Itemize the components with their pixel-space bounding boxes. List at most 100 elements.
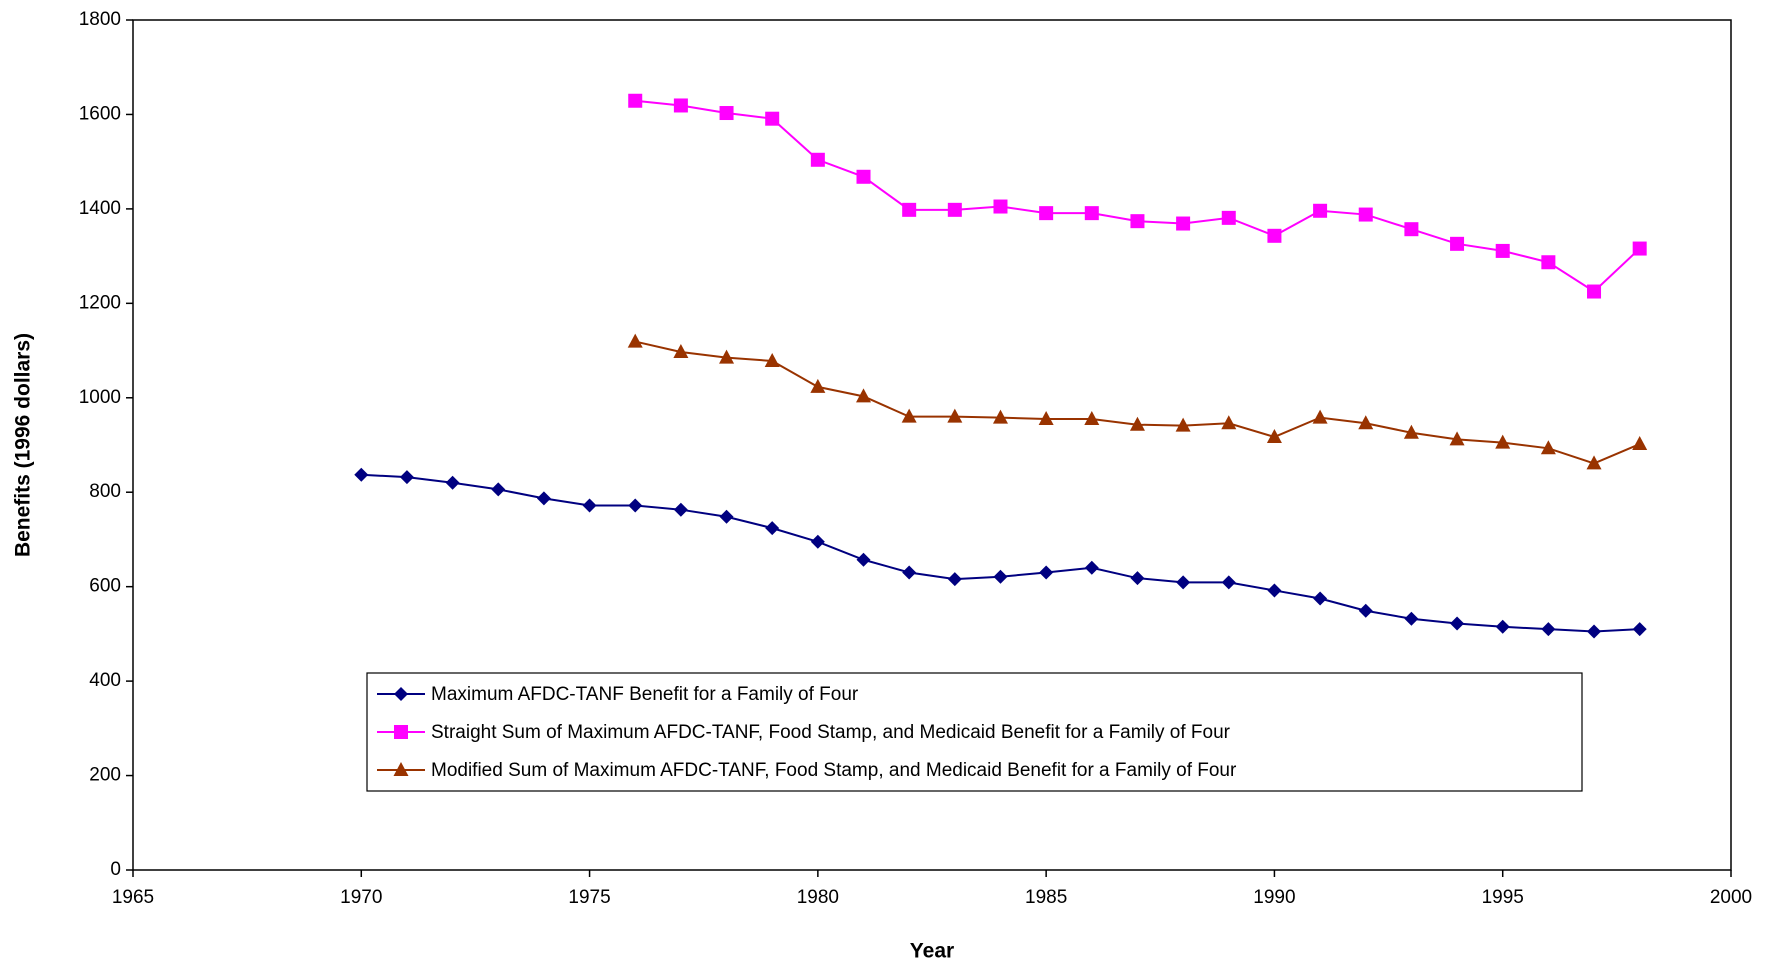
marker (764, 352, 780, 367)
marker (947, 572, 962, 587)
x-tick-label: 1975 (568, 887, 610, 908)
x-tick-label: 1985 (1025, 887, 1067, 908)
x-tick-label: 2000 (1710, 887, 1752, 908)
marker (1221, 575, 1236, 590)
marker (1632, 241, 1647, 256)
marker (1587, 284, 1602, 299)
marker (1495, 434, 1511, 449)
marker (1495, 243, 1510, 258)
marker (1039, 565, 1054, 580)
marker (393, 762, 409, 776)
series-line (635, 340, 1641, 465)
marker (993, 199, 1008, 214)
marker (354, 467, 369, 482)
marker (1267, 583, 1282, 598)
marker (902, 202, 917, 217)
series-line (635, 99, 1641, 293)
x-tick-label: 1995 (1482, 887, 1524, 908)
marker (1266, 428, 1282, 443)
marker (1176, 575, 1191, 590)
marker (1403, 424, 1419, 439)
marker (719, 349, 735, 364)
marker (1450, 616, 1465, 631)
marker (902, 565, 917, 580)
marker (673, 98, 688, 113)
y-tick-label: 1200 (79, 292, 121, 313)
marker (810, 534, 825, 549)
marker (1084, 206, 1099, 221)
marker (1221, 210, 1236, 225)
marker (1038, 411, 1054, 426)
marker (901, 408, 917, 423)
legend-label: Straight Sum of Maximum AFDC-TANF, Food … (431, 722, 1231, 743)
marker (719, 106, 734, 121)
y-tick-label: 1400 (79, 198, 121, 219)
marker (1358, 415, 1374, 430)
marker (1449, 431, 1465, 446)
marker (1267, 228, 1282, 243)
marker (1541, 255, 1556, 270)
marker (1039, 206, 1054, 221)
marker (628, 93, 643, 108)
marker (1312, 409, 1328, 424)
marker (1586, 455, 1602, 470)
marker (1175, 417, 1191, 432)
marker (1129, 416, 1145, 431)
y-tick-label: 400 (89, 670, 121, 691)
marker (810, 152, 825, 167)
y-tick-label: 800 (89, 481, 121, 502)
marker (491, 482, 506, 497)
marker (536, 491, 551, 506)
marker (1176, 216, 1191, 231)
marker (394, 725, 408, 739)
marker (1540, 440, 1556, 455)
marker (627, 333, 643, 348)
plot-area (132, 19, 1732, 871)
marker (628, 498, 643, 513)
marker (1495, 619, 1510, 634)
x-axis-label: Year (910, 940, 954, 963)
marker (810, 378, 826, 393)
marker (1084, 411, 1100, 426)
y-tick-label: 1600 (79, 103, 121, 124)
marker (1587, 624, 1602, 639)
x-tick-label: 1990 (1253, 887, 1295, 908)
marker (856, 169, 871, 184)
series-line (361, 473, 1640, 633)
marker (673, 343, 689, 358)
marker (445, 475, 460, 490)
legend-box (366, 672, 1583, 792)
x-tick-label: 1965 (112, 887, 154, 908)
marker (673, 502, 688, 517)
marker (947, 202, 962, 217)
marker (1450, 236, 1465, 251)
marker (399, 470, 414, 485)
y-tick-label: 1800 (79, 9, 121, 30)
marker (1404, 222, 1419, 237)
marker (765, 111, 780, 126)
marker (765, 521, 780, 536)
x-tick-label: 1970 (340, 887, 382, 908)
marker (1541, 622, 1556, 637)
marker (1130, 214, 1145, 229)
marker (394, 687, 408, 701)
y-tick-label: 200 (89, 765, 121, 786)
marker (1084, 560, 1099, 575)
y-tick-label: 600 (89, 576, 121, 597)
marker (1358, 603, 1373, 618)
marker (856, 552, 871, 567)
marker (1313, 591, 1328, 606)
marker (992, 409, 1008, 424)
x-tick-label: 1980 (797, 887, 839, 908)
y-tick-label: 0 (110, 859, 121, 880)
marker (582, 498, 597, 513)
marker (1358, 207, 1373, 222)
legend-label: Maximum AFDC-TANF Benefit for a Family o… (431, 684, 859, 705)
marker (1221, 415, 1237, 430)
marker (1632, 622, 1647, 637)
marker (1404, 611, 1419, 626)
marker (719, 509, 734, 524)
marker (1632, 436, 1648, 451)
y-axis-label: Benefits (1996 dollars) (12, 333, 35, 557)
